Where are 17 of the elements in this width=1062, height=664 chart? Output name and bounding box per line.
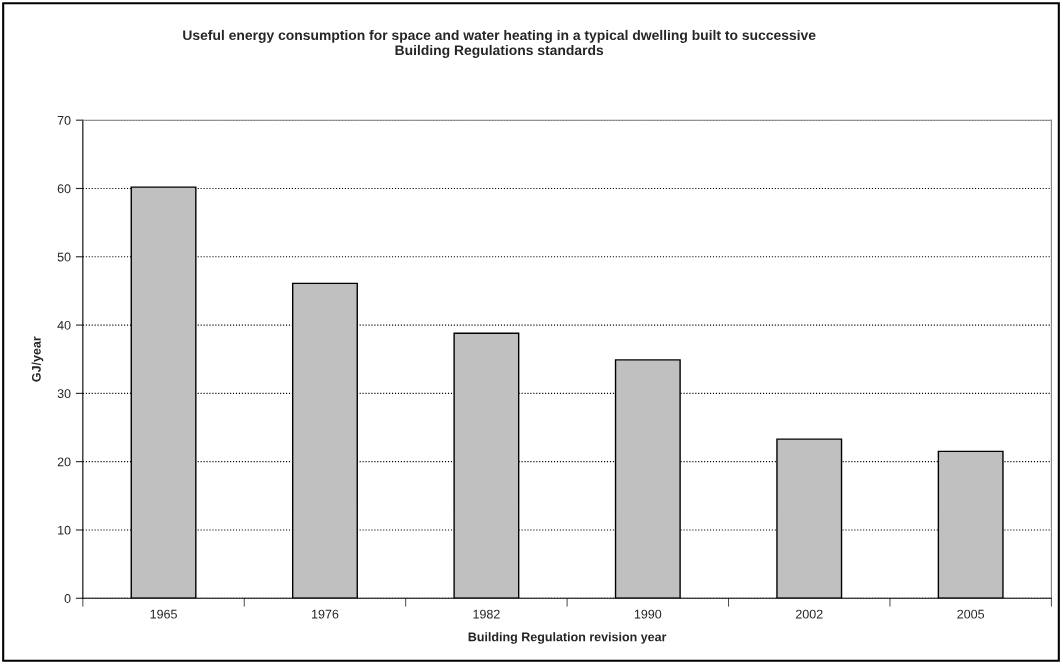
- x-tick-label: 1990: [634, 609, 662, 619]
- x-axis-title: Building Regulation revision year: [468, 632, 667, 644]
- x-tick-label: 1982: [473, 609, 500, 619]
- y-axis-title: GJ/year: [31, 336, 44, 382]
- y-tick-label: 70: [57, 115, 71, 125]
- y-tick-label: 40: [57, 320, 71, 330]
- x-tick-label: 2002: [795, 609, 823, 619]
- chart-title: Useful energy consumption for space and water heating in a typical dwelling built to successive Building Regulations standards: [183, 29, 816, 58]
- y-tick-label: 10: [58, 525, 71, 535]
- x-tick-label: 2005: [957, 609, 985, 619]
- y-tick-label: 30: [57, 389, 71, 399]
- y-tick-label: 0: [64, 594, 71, 603]
- y-tick-label: 60: [57, 184, 71, 194]
- x-tick-label: 1965: [150, 609, 177, 619]
- y-tick-label: 50: [57, 252, 71, 262]
- x-tick-label: 1976: [312, 609, 339, 619]
- y-tick-label: 20: [57, 457, 71, 467]
